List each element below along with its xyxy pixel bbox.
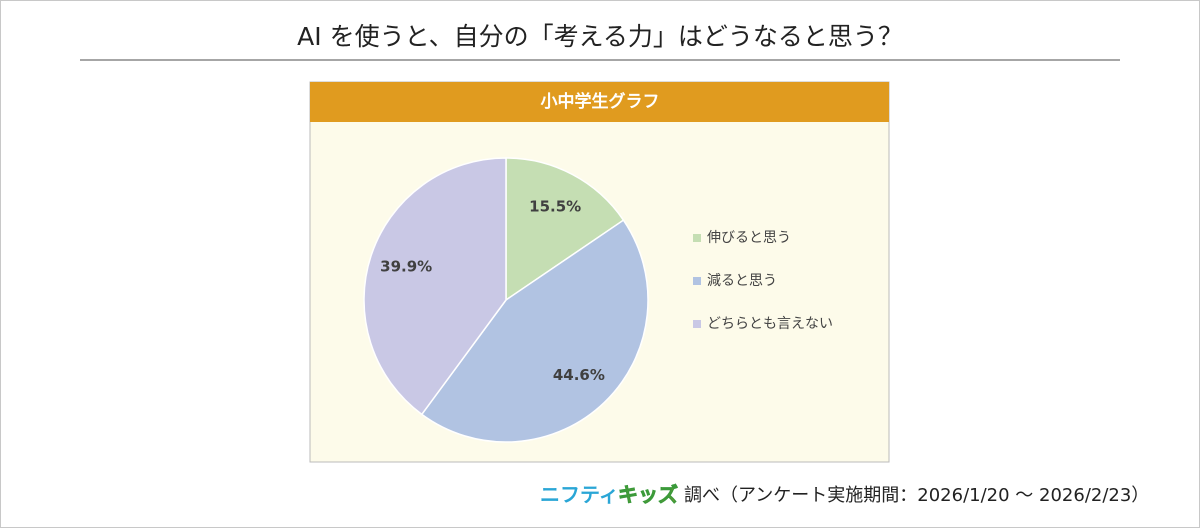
- brand-name: ニフティ: [540, 483, 619, 507]
- source-note: 調べ（アンケート実施期間：2026/1/20 ～ 2026/2/23）: [684, 485, 1149, 506]
- chart-subtitle: 小中学生グラフ: [541, 91, 660, 112]
- pie-slice: [505, 157, 625, 302]
- legend-swatch: [693, 234, 701, 242]
- brand-kids: キッズ: [618, 483, 678, 507]
- value-label: 44.6%: [553, 366, 605, 384]
- value-label: 15.5%: [529, 198, 581, 216]
- legend-swatch: [693, 277, 701, 285]
- chart-title: AI を使うと、自分の「考える力」はどうなると思う？: [297, 22, 903, 51]
- legend-label: 伸びると思う: [707, 230, 791, 246]
- pie: 15.5% 44.6% 39.9%: [363, 157, 649, 443]
- legend-label: 減ると思う: [707, 272, 777, 289]
- value-label: 39.9%: [380, 258, 432, 276]
- legend-swatch: [693, 320, 701, 328]
- panel-header: [310, 82, 889, 122]
- pie-slice: [363, 157, 507, 416]
- legend-label: どちらとも言えない: [707, 316, 833, 332]
- pie-slice: [420, 219, 649, 443]
